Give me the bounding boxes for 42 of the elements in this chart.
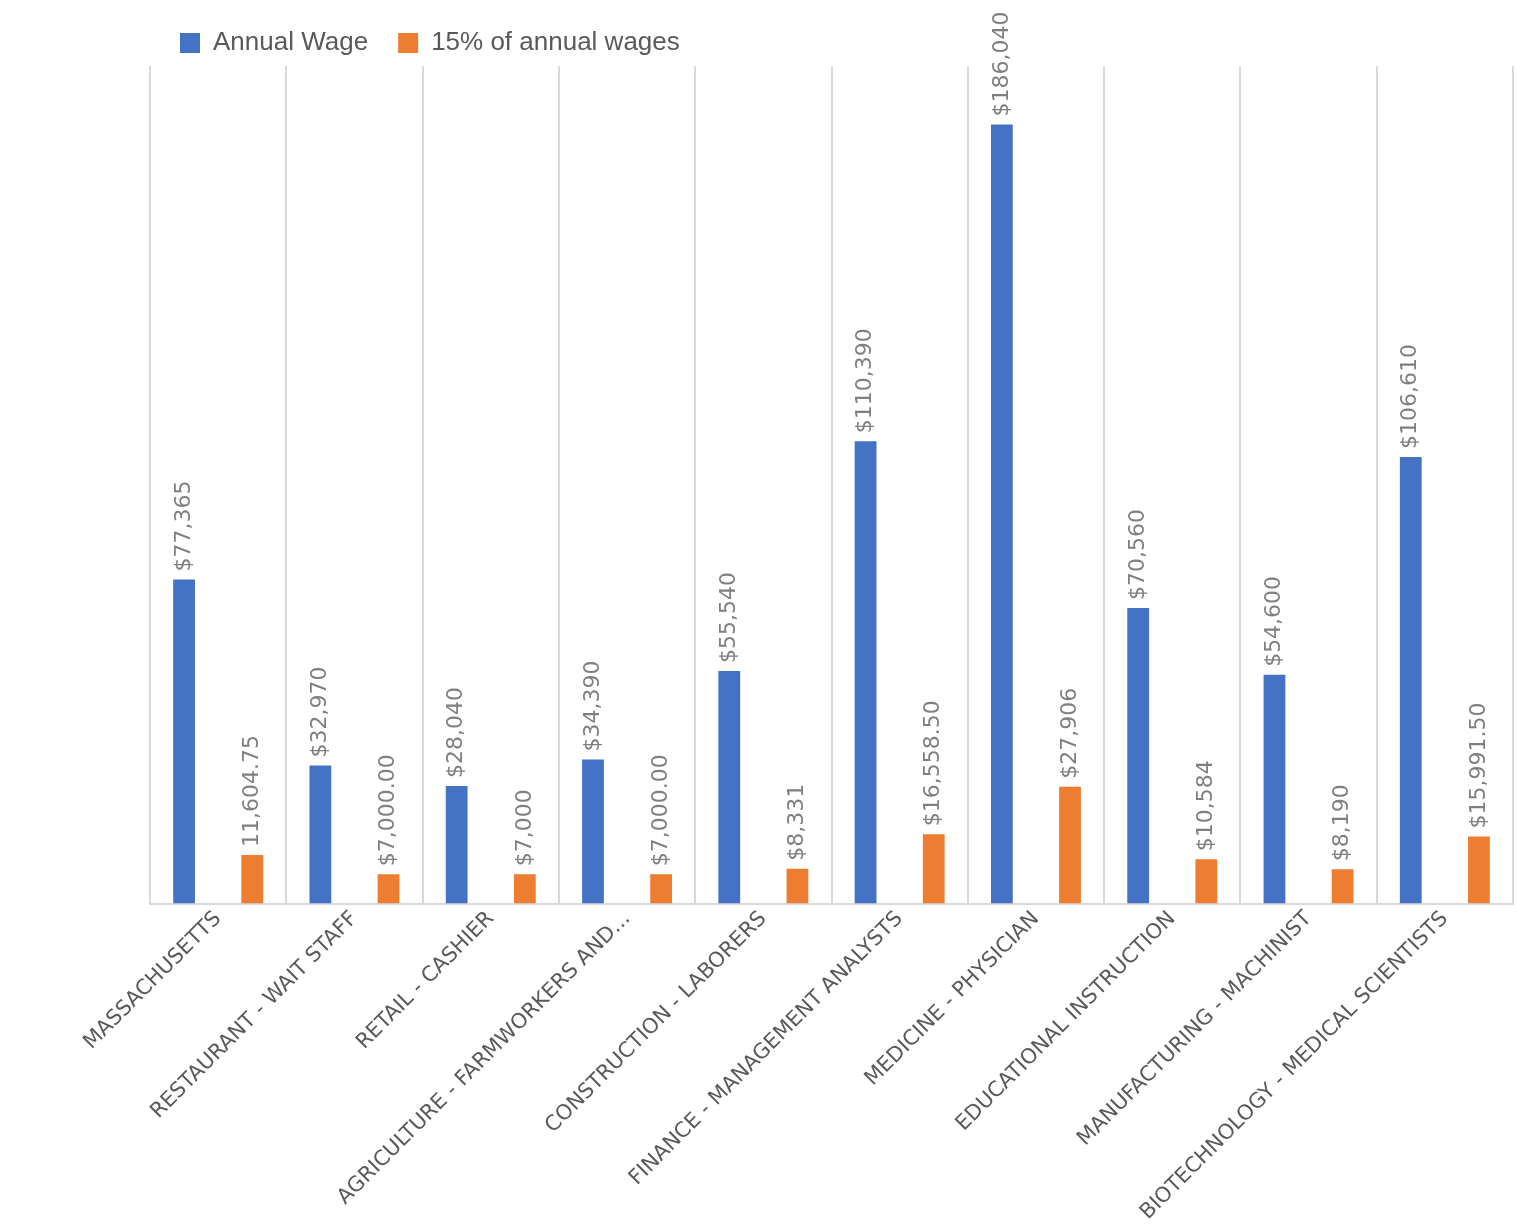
bar bbox=[377, 874, 400, 904]
data-label: $10,584 bbox=[1192, 760, 1218, 852]
legend-label: 15% of annual wages bbox=[431, 26, 680, 57]
data-label: $16,558.50 bbox=[919, 700, 945, 827]
bar bbox=[241, 854, 264, 904]
data-label: $27,906 bbox=[1055, 687, 1081, 779]
data-label: $186,040 bbox=[987, 11, 1013, 117]
data-label: $7,000 bbox=[510, 789, 536, 867]
bar bbox=[854, 441, 877, 904]
data-label: $55,540 bbox=[714, 571, 740, 663]
data-label: $8,331 bbox=[783, 783, 809, 861]
bar bbox=[582, 759, 604, 904]
data-label: 11,604.75 bbox=[237, 734, 263, 847]
bar bbox=[173, 579, 195, 904]
data-label: $32,970 bbox=[306, 666, 332, 758]
data-label: $70,560 bbox=[1123, 509, 1149, 601]
bar bbox=[445, 786, 468, 904]
bar bbox=[513, 874, 536, 904]
data-label: $7,000.00 bbox=[646, 754, 672, 867]
bar bbox=[1468, 836, 1490, 904]
bar bbox=[1399, 457, 1422, 904]
bar bbox=[650, 874, 673, 904]
data-label: $106,610 bbox=[1396, 344, 1422, 450]
bar bbox=[309, 765, 332, 904]
bar bbox=[990, 124, 1013, 904]
data-label: $34,390 bbox=[578, 660, 604, 752]
data-label: $8,190 bbox=[1328, 784, 1354, 862]
bar bbox=[1127, 608, 1150, 904]
bar bbox=[718, 670, 741, 904]
legend-label: Annual Wage bbox=[213, 26, 369, 57]
data-label: $54,600 bbox=[1260, 575, 1286, 667]
bar bbox=[1263, 674, 1286, 904]
bar bbox=[1331, 869, 1354, 904]
data-label: $110,390 bbox=[851, 328, 877, 434]
data-label: $77,365 bbox=[169, 480, 195, 572]
bar bbox=[1195, 859, 1218, 904]
bar bbox=[786, 868, 809, 904]
data-label: $7,000.00 bbox=[374, 754, 400, 867]
bar bbox=[922, 834, 945, 904]
data-label: $28,040 bbox=[442, 687, 468, 779]
data-label: $15,991.50 bbox=[1464, 702, 1490, 829]
bar bbox=[1059, 786, 1081, 904]
